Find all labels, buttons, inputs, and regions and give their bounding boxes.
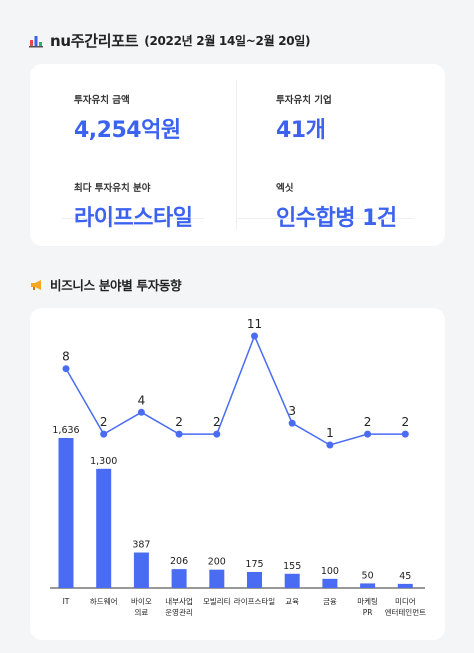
report-title: nu주간리포트: [50, 32, 139, 50]
report-date-range: (2022년 2월 14일~2월 20일): [144, 34, 311, 48]
bar-value-label: 50: [362, 570, 374, 581]
category-label: 교육: [285, 597, 299, 606]
count-point: [401, 430, 409, 438]
bar: [96, 468, 112, 588]
bar-value-label: 206: [170, 556, 188, 567]
count-point: [100, 430, 108, 438]
count-label: 8: [62, 350, 70, 364]
bar-chart-icon: [29, 35, 43, 47]
count-point: [288, 419, 296, 427]
stat-company-count: 투자유치 기업 41개: [276, 92, 332, 144]
count-point: [175, 430, 183, 438]
bar: [284, 573, 300, 588]
count-label: 4: [138, 393, 146, 407]
stat-value: 인수합병 1건: [276, 206, 397, 231]
bar: [247, 571, 262, 588]
count-label: 11: [247, 317, 262, 331]
stat-value: 라이프스타일: [74, 206, 193, 231]
bar: [322, 578, 338, 588]
section-heading: 비즈니스 분야별 투자동향: [30, 275, 182, 294]
stat-label: 투자유치 금액: [74, 95, 130, 106]
category-label: 엔터테인먼트: [385, 607, 426, 617]
count-label: 2: [100, 415, 108, 429]
stats-divider-right: [236, 218, 414, 219]
category-label: 내부사업: [165, 597, 193, 606]
megaphone-icon: [31, 279, 41, 290]
investment-chart-card: 1,636 IT 1,300 하드웨어 387 바이오 의료 206 내부사업 운영관리 200 모빌…: [30, 308, 445, 640]
bar: [397, 583, 413, 588]
count-line: [65, 334, 406, 446]
bar: [360, 583, 376, 588]
count-label: 2: [401, 415, 409, 429]
count-point: [137, 408, 145, 416]
count-label: 2: [175, 415, 183, 429]
stat-investment-amount: 투자유치 금액 4,254억원: [74, 92, 181, 144]
bar-value-label: 200: [208, 557, 226, 568]
count-label: 2: [213, 415, 221, 429]
category-label: 모빌리티: [203, 597, 231, 606]
stat-exit: 엑싯 인수합병 1건: [276, 180, 397, 232]
count-label: 2: [364, 415, 372, 429]
bar: [171, 569, 187, 588]
bar-value-label: 387: [132, 540, 150, 551]
category-label: IT: [63, 597, 70, 606]
stat-value: 41개: [276, 118, 326, 143]
category-label: 운영관리: [165, 607, 193, 617]
category-label: 금융: [323, 597, 337, 606]
category-label: 미디어: [395, 596, 416, 606]
count-point: [251, 332, 258, 340]
stats-card: 투자유치 금액 4,254억원 투자유치 기업 41개 최다 투자유치 분야 라…: [30, 64, 445, 246]
bar-value-label: 155: [283, 561, 301, 572]
stat-value: 4,254억원: [74, 118, 181, 143]
category-label: 바이오: [131, 596, 152, 606]
count-label: 3: [288, 404, 296, 418]
report-header: nu주간리포트 (2022년 2월 14일~2월 20일): [28, 30, 311, 51]
count-point: [62, 365, 70, 373]
category-label: 하드웨어: [90, 596, 118, 606]
stat-label: 투자유치 기업: [276, 95, 332, 106]
category-label: 마케팅: [357, 596, 378, 606]
stats-divider-left: [62, 218, 204, 219]
stat-label: 엑싯: [276, 183, 294, 194]
stats-divider-vertical: [236, 80, 237, 230]
stat-top-sector: 최다 투자유치 분야 라이프스타일: [74, 180, 193, 232]
category-label: 라이프스타일: [234, 596, 275, 606]
bar-value-label: 45: [399, 571, 411, 582]
category-label: PR: [363, 608, 373, 617]
bar: [58, 438, 74, 588]
section-title: 비즈니스 분야별 투자동향: [50, 278, 182, 293]
count-label: 1: [326, 426, 334, 440]
bar-value-label: 100: [321, 566, 339, 577]
count-point: [326, 441, 334, 449]
bar-value-label: 1,300: [90, 456, 117, 467]
stat-label: 최다 투자유치 분야: [74, 183, 151, 194]
bar-value-label: 1,636: [52, 425, 79, 436]
count-point: [364, 430, 372, 438]
bar-value-label: 175: [245, 559, 263, 570]
bar: [133, 552, 149, 588]
count-point: [213, 430, 221, 438]
bar: [209, 569, 225, 588]
category-label: 의료: [134, 607, 148, 617]
